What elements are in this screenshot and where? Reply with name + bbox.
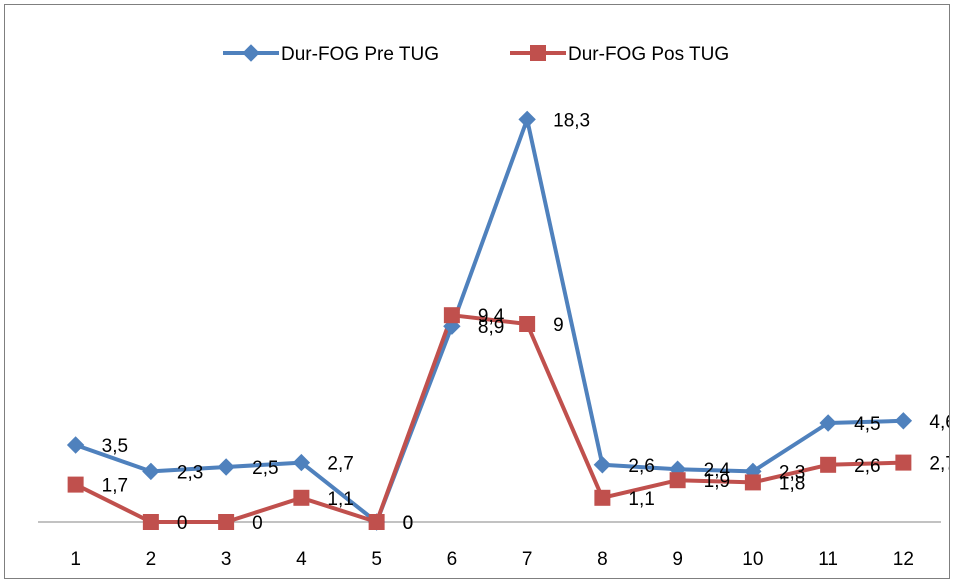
series-2-point [744,474,761,491]
series-1-data-label: 2,3 [779,462,805,483]
series-1-point [292,453,311,472]
series-lines [74,117,904,524]
series-1-point [894,412,913,430]
series-2-point [895,454,912,471]
legend: Dur-FOG Pre TUG Dur-FOG Pos TUG [223,44,729,65]
series-1-data-label: 2,7 [327,454,353,475]
series-1-data-label: 3,5 [102,436,128,457]
series-2-data-label: 0 [252,513,263,534]
series-2-data-label: 1,9 [704,471,730,492]
series-1-data-label: 8,9 [478,317,504,338]
series-1-data-label: 2,6 [628,456,654,477]
x-tick-label: 11 [818,549,838,570]
series-1-point [142,462,160,481]
series-2-point [368,514,385,530]
series-markers [66,110,913,531]
data-labels: 3,5 2,3 2,5 2,7 0 8,9 18,3 2,6 2,4 2,3 4,5 4,6 1,7 0 0… [102,110,950,534]
series-2-point [218,514,235,530]
x-tick-label: 7 [522,549,533,570]
series-1-data-label: 4,6 [929,412,950,433]
legend-label-1: Dur-FOG Pre TUG [281,44,439,65]
series-1-data-label: 2,3 [177,462,203,483]
x-tick-label: 4 [296,549,307,570]
x-tick-label: 2 [146,549,157,570]
x-tick-label: 5 [371,549,382,570]
x-tick-label: 10 [742,549,763,570]
series-2-point [594,489,611,506]
legend-marker-1 [242,44,260,62]
series-2-data-label: 1,8 [779,473,805,494]
series-2-data-label: 1,1 [628,489,654,510]
series-2-data-label: 0 [177,513,188,534]
series-1-data-label: 0 [403,513,414,534]
series-1-data-label: 4,5 [854,414,880,435]
series-2-data-label: 2,7 [929,454,950,475]
series-line-1 [74,117,904,524]
series-line-2 [74,313,904,524]
series-1-point [819,414,837,432]
series-1-data-label: 18,3 [553,110,590,131]
series-2-point [67,476,84,493]
series-2-data-label: 1,1 [327,489,353,510]
series-2-point [443,307,460,324]
x-tick-label: 1 [70,549,81,570]
series-2-point [142,514,159,530]
series-2-point [820,456,837,473]
x-tick-label: 6 [447,549,458,570]
legend-label-2: Dur-FOG Pos TUG [568,44,729,65]
series-2-point [669,472,686,489]
legend-marker-2 [530,45,546,61]
series-2-data-label: 2,6 [854,456,880,477]
series-1-point [593,456,612,474]
series-2-point [293,489,310,506]
x-tick-label: 3 [221,549,232,570]
series-1-point [217,458,235,476]
series-1-point [518,110,536,129]
series-1-point [66,436,85,454]
x-axis-ticks: 1 2 3 4 5 6 7 8 9 10 11 12 [70,549,914,570]
series-1-data-label: 2,5 [252,458,278,479]
series-2-data-label: 0 [403,513,414,534]
series-2-data-label: 9,4 [478,306,505,327]
series-2-data-label: 1,7 [102,476,128,497]
x-tick-label: 9 [672,549,683,570]
series-2-point [519,316,536,332]
series-1-data-label: 2,4 [704,460,731,481]
x-tick-label: 12 [893,549,914,570]
x-tick-label: 8 [597,549,608,570]
series-2-data-label: 9 [553,315,564,336]
